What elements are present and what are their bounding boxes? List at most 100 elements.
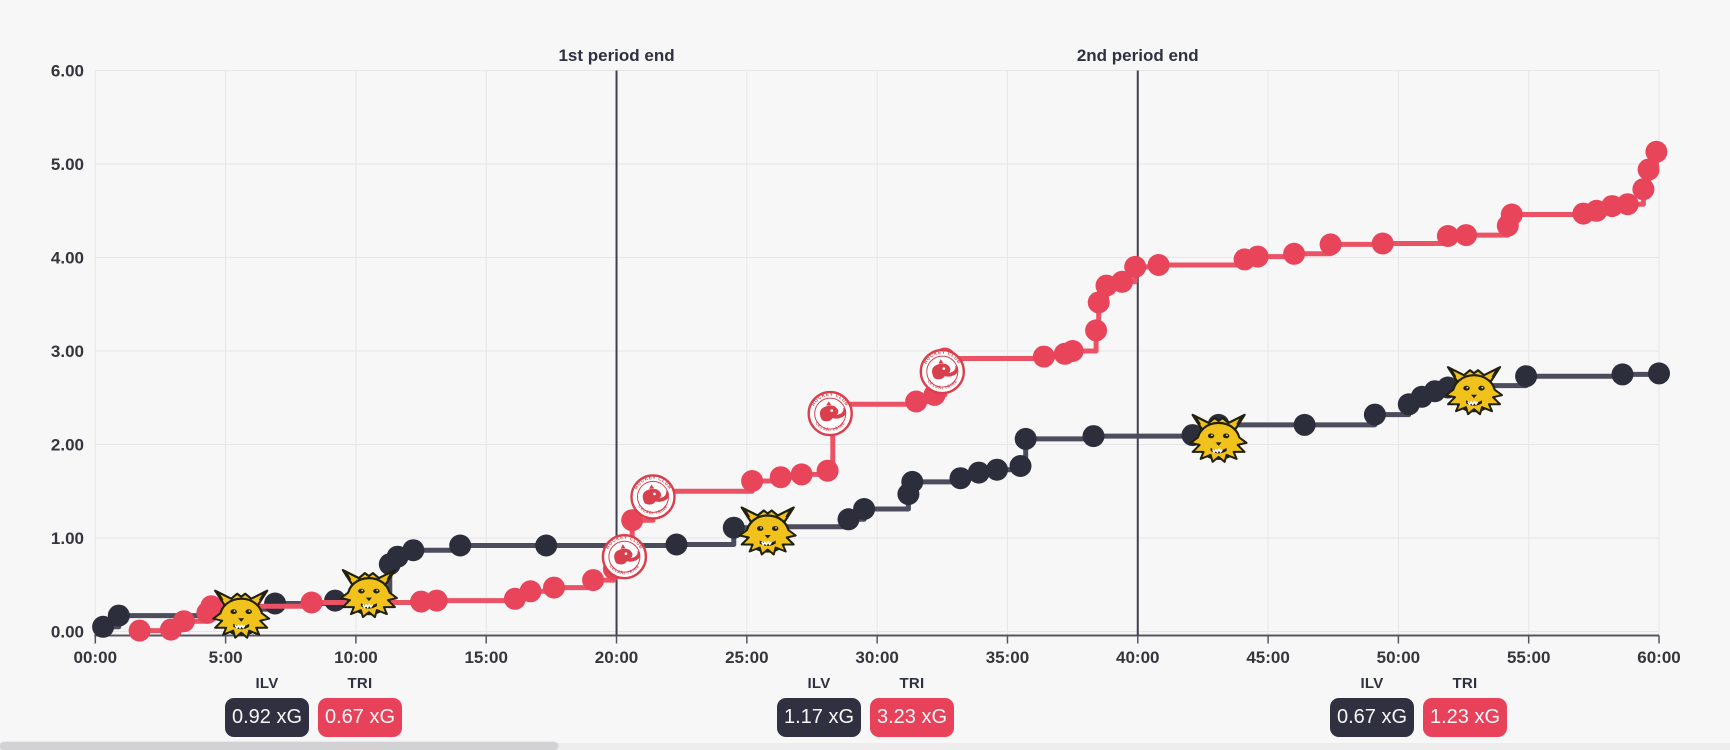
ilv-goal-logo[interactable] [1189,413,1249,464]
x-axis-tick-label: 20:00 [595,648,638,667]
tri-shot-point[interactable] [1246,245,1269,268]
ilv-shot-point[interactable] [535,534,558,557]
tri-shot-point[interactable] [1283,242,1306,265]
x-axis-tick-label: 50:00 [1377,648,1420,667]
period-end-label: 2nd period end [1077,46,1199,65]
y-axis-tick-label: 6.00 [51,62,84,81]
y-axis-tick-label: 0.00 [51,623,84,642]
ilv-goal-logo[interactable] [1444,365,1504,416]
tri-shot-point[interactable] [1500,203,1523,226]
tri-shot-point[interactable] [519,580,542,603]
tri-shot-point[interactable] [1124,255,1147,278]
tri-shot-point[interactable] [1436,225,1459,247]
ilv-shot-point[interactable] [853,498,876,520]
ilves-lynx-icon [339,568,399,619]
ilv-shot-point[interactable] [837,508,860,531]
tri-shot-point[interactable] [582,569,605,592]
ilv-shot-point[interactable] [901,470,924,493]
ilv-shot-point[interactable] [1363,403,1386,426]
x-axis-tick-label: 5:00 [209,648,243,667]
x-axis-tick-label: 00:00 [74,648,117,667]
ilv-shot-point[interactable] [402,539,425,562]
period3-away-xg-badge: 1.23 xG [1423,698,1507,737]
y-axis-tick-label: 2.00 [51,436,84,455]
tri-shot-point[interactable] [200,595,223,618]
ilv-shot-point[interactable] [1293,413,1316,436]
ilv-shot-point[interactable] [949,467,972,490]
tri-shot-point[interactable] [1111,270,1134,293]
x-axis-tick-label: 45:00 [1246,648,1289,667]
x-axis-tick-label: 30:00 [855,648,898,667]
ilv-shot-point[interactable] [722,516,745,539]
tri-shot-point[interactable] [905,390,928,413]
horizontal-scrollbar-thumb[interactable] [0,742,558,750]
ilv-shot-point[interactable] [92,615,115,638]
tri-goal-logo[interactable] [807,390,853,437]
x-axis-tick-label: 60:00 [1637,648,1680,667]
tri-shot-point[interactable] [1645,140,1668,163]
y-axis-tick-label: 4.00 [51,249,84,268]
period2-away-xg-badge: 3.23 xG [870,698,954,737]
tri-shot-point[interactable] [425,589,448,612]
tri-shot-point[interactable] [1085,319,1108,342]
ilv-shot-point[interactable] [967,461,990,484]
tri-shot-point[interactable] [1455,224,1478,247]
ilv-shot-point[interactable] [1082,425,1105,448]
trinec-crest-icon [630,473,676,520]
tri-shot-point[interactable] [741,470,764,492]
ilv-shot-point[interactable] [1515,365,1538,388]
tri-goal-logo[interactable] [630,473,676,520]
period2-xg-stats: ILV 1.17 xG TRI 3.23 xG [777,675,954,737]
horizontal-scrollbar-track[interactable] [0,742,1730,750]
ilv-shot-point[interactable] [1611,363,1634,386]
ilv-shot-point[interactable] [264,592,287,615]
period-end-label: 1st period end [558,46,674,65]
ilves-lynx-icon [211,589,271,640]
ilv-shot-point[interactable] [1014,427,1037,450]
tri-shot-point[interactable] [1032,345,1055,368]
ilv-goal-logo[interactable] [211,589,271,640]
period3-home-xg-badge: 0.67 xG [1330,698,1414,737]
tri-shot-point[interactable] [1637,158,1660,181]
ilv-xg-line [103,371,1662,630]
tri-shot-point[interactable] [790,463,813,486]
ilv-goal-logo[interactable] [738,506,798,556]
ilv-shot-point[interactable] [986,458,1008,481]
period3-home-team-label: ILV [1360,675,1384,692]
period1-away-team-label: TRI [347,675,373,692]
period1-xg-stats: ILV 0.92 xG TRI 0.67 xG [225,675,402,737]
tri-shot-point[interactable] [300,591,323,614]
tri-shot-point[interactable] [816,459,839,482]
tri-shot-point[interactable] [1061,340,1084,362]
y-axis-tick-label: 3.00 [51,342,84,361]
ilv-shot-point[interactable] [1648,362,1670,385]
period3-away-team-label: TRI [1452,675,1478,692]
x-axis-tick-label: 40:00 [1116,648,1159,667]
x-axis-tick-label: 25:00 [725,648,768,667]
tri-shot-point[interactable] [1147,254,1170,276]
ilv-shot-point[interactable] [1009,455,1032,477]
tri-shot-point[interactable] [769,466,792,489]
tri-shot-point[interactable] [128,619,151,642]
tri-goal-logo[interactable] [601,533,648,580]
period1-home-xg-badge: 0.92 xG [225,698,309,737]
y-axis-tick-label: 1.00 [51,529,84,548]
ilv-goal-logo[interactable] [339,568,399,619]
ilv-shot-point[interactable] [107,604,130,627]
ilv-shot-point[interactable] [449,534,472,557]
tri-shot-point[interactable] [1087,291,1110,314]
tri-shot-point[interactable] [1319,233,1342,256]
tri-shot-point[interactable] [410,590,433,613]
tri-shot-point[interactable] [1616,193,1639,216]
tri-shot-point[interactable] [543,576,565,599]
tri-goal-logo[interactable] [919,348,965,395]
tri-shot-point[interactable] [1632,178,1655,201]
ilv-shot-point[interactable] [665,533,688,556]
x-axis-tick-label: 35:00 [986,648,1029,667]
period1-home-team-label: ILV [255,675,279,692]
period2-home-team-label: ILV [807,675,831,692]
trinec-crest-icon [601,533,648,580]
tri-shot-point[interactable] [172,610,195,633]
tri-shot-point[interactable] [621,509,644,532]
tri-shot-point[interactable] [1371,232,1394,255]
